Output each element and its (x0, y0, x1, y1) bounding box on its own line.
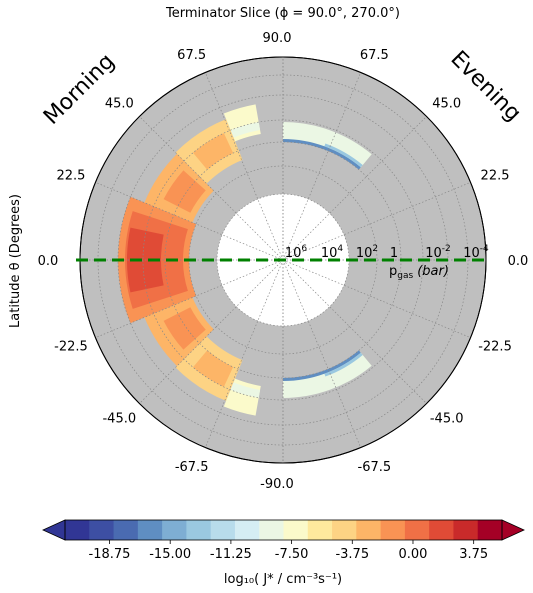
angle-tick-right: -67.5 (358, 460, 392, 475)
colorbar-segment (259, 520, 284, 540)
polar-disk (76, 56, 490, 464)
angle-tick-right: 67.5 (360, 48, 389, 63)
contour-region (193, 133, 234, 170)
angle-tick-left: 0.0 (38, 254, 59, 269)
angle-tick-labels: 90.0 67.5 45.0 22.5 0.0 -22.5 -45.0 -67.5 -90.0 6… (38, 31, 529, 492)
evening-label: Evening (445, 46, 525, 126)
angle-tick-left: 22.5 (56, 169, 85, 184)
colorbar-segment (429, 520, 454, 540)
colorbar-segment (477, 520, 503, 540)
angle-tick-right: -22.5 (478, 339, 512, 354)
colorbar-segment (283, 520, 309, 540)
colorbar-segment (113, 520, 139, 540)
colorbar-tick-label: 0.00 (399, 547, 428, 562)
radial-tick-label: 10-4 (463, 244, 489, 261)
radial-tick-label: 10-2 (425, 244, 451, 261)
angle-gridline (282, 259, 362, 448)
colorbar-segment (234, 520, 260, 540)
colorbar: -18.75 -15.00 -11.25 -7.50 -3.75 0.00 3.75 (42, 519, 525, 562)
colorbar-segment (137, 520, 163, 540)
angle-gridline (204, 259, 284, 448)
colorbar-segment (332, 520, 357, 540)
radial-axis-label: pgas (bar) (389, 264, 449, 281)
angle-tick-right: 0.0 (508, 254, 529, 269)
colorbar-tick-label: -3.75 (335, 547, 369, 562)
colorbar-tick-label: -11.25 (210, 547, 252, 562)
contour-region (283, 350, 361, 381)
radial-gridline (97, 74, 469, 446)
radial-tick-label: 104 (321, 244, 344, 261)
angle-gridline (282, 259, 427, 404)
radial-tick-labels: 106 104 102 1 10-2 10-4 (285, 244, 489, 261)
radial-tick-label: 102 (356, 244, 378, 261)
colorbar-label: log₁₀( J* / cm⁻³s⁻¹) (224, 572, 342, 587)
colorbar-segment (356, 520, 382, 540)
colorbar-max-arrow (501, 519, 525, 541)
angle-gridline (282, 116, 427, 261)
angle-gridline (282, 72, 362, 261)
contour-region (163, 170, 206, 213)
angle-gridline (139, 116, 284, 261)
y-axis-label: Latitude θ (Degrees) (8, 194, 23, 328)
contour-region (324, 143, 363, 168)
angle-tick-right: -45.0 (430, 412, 464, 427)
contour-region (230, 382, 261, 398)
colorbar-min-arrow (42, 519, 66, 541)
angle-tick-right: 22.5 (481, 169, 510, 184)
contour-region (324, 352, 363, 377)
angle-gridline (139, 259, 284, 404)
colorbar-segment (404, 520, 430, 540)
angle-tick-left: 67.5 (177, 48, 206, 63)
angle-tick-left: -90.0 (260, 477, 294, 492)
contour-region (230, 122, 261, 138)
angle-tick-left: -22.5 (54, 339, 88, 354)
colorbar-segment (162, 520, 187, 540)
chart-title: Terminator Slice (ϕ = 90.0°, 270.0°) (165, 6, 400, 21)
colorbar-segment (89, 520, 115, 540)
colorbar-tick-label: 3.75 (459, 547, 488, 562)
colorbar-segment (380, 520, 406, 540)
angle-gridline (95, 181, 284, 261)
angle-tick-left: 45.0 (105, 96, 134, 111)
angle-gridline (282, 181, 471, 261)
radial-tick-label: 106 (285, 244, 308, 261)
colorbar-segment (186, 520, 212, 540)
contour-region (193, 350, 234, 387)
angle-tick-left: -67.5 (175, 460, 209, 475)
colorbar-segment (65, 520, 90, 540)
radial-tick-label: 1 (390, 246, 398, 261)
angle-tick-left: 90.0 (263, 31, 292, 46)
colorbar-segment (453, 520, 479, 540)
colorbar-tick-label: -7.50 (275, 547, 309, 562)
angle-tick-left: -45.0 (102, 412, 136, 427)
colorbar-tick-label: -18.75 (89, 547, 131, 562)
angle-gridline (204, 72, 284, 261)
colorbar-segment (307, 520, 333, 540)
colorbar-tick-label: -15.00 (149, 547, 191, 562)
morning-label: Morning (39, 49, 120, 130)
angle-tick-right: 45.0 (432, 96, 461, 111)
angle-gridline (95, 259, 284, 339)
angle-gridline (282, 259, 471, 339)
colorbar-segment (210, 520, 236, 540)
colorbar-frame (64, 519, 503, 541)
